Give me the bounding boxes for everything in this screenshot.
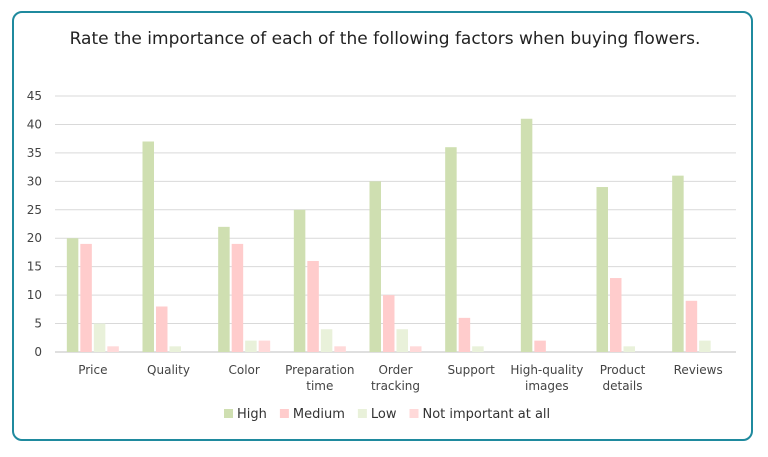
bar-low xyxy=(472,346,484,352)
x-category-label: Preparation xyxy=(285,363,354,377)
bar-low xyxy=(245,340,257,352)
bar-low xyxy=(396,329,408,352)
y-tick-label: 30 xyxy=(27,174,42,188)
bar-not-important-at-all xyxy=(107,346,119,352)
bar-high xyxy=(142,141,154,352)
x-category-label: High-quality xyxy=(510,363,583,377)
bar-not-important-at-all xyxy=(410,346,422,352)
x-category-label: time xyxy=(306,379,333,393)
legend-swatch xyxy=(224,409,233,418)
y-tick-label: 40 xyxy=(27,117,42,131)
bar-medium xyxy=(534,340,546,352)
bar-low xyxy=(623,346,635,352)
y-tick-label: 45 xyxy=(27,89,42,103)
bar-high xyxy=(218,226,230,352)
bar-medium xyxy=(610,278,622,352)
legend-swatch xyxy=(357,409,367,418)
bar-low xyxy=(699,340,711,352)
x-category-label: Order xyxy=(378,363,412,377)
legend-label: High xyxy=(237,407,267,422)
y-tick-label: 35 xyxy=(27,146,42,160)
bar-medium xyxy=(80,243,92,352)
bar-low xyxy=(320,329,333,352)
bar-medium xyxy=(458,317,471,352)
x-category-label: tracking xyxy=(371,379,420,393)
bar-medium xyxy=(156,306,168,352)
bar-not-important-at-all xyxy=(258,340,271,352)
bar-not-important-at-all xyxy=(334,346,346,352)
bar-high xyxy=(293,209,306,352)
y-tick-label: 10 xyxy=(27,288,42,302)
bar-high xyxy=(445,147,457,352)
bar-low xyxy=(169,346,181,352)
bar-medium xyxy=(383,295,395,352)
legend-label: Medium xyxy=(293,407,345,422)
bar-high xyxy=(369,181,381,352)
bar-medium xyxy=(231,243,244,352)
x-category-label: Color xyxy=(228,363,259,377)
x-category-label: Support xyxy=(447,363,495,377)
y-tick-label: 20 xyxy=(27,231,42,245)
bar-high xyxy=(520,118,533,352)
x-category-label: Reviews xyxy=(674,363,723,377)
y-tick-label: 5 xyxy=(34,317,42,331)
x-category-label: Quality xyxy=(147,363,190,377)
y-tick-label: 15 xyxy=(27,260,42,274)
bar-high xyxy=(672,175,684,352)
bar-high xyxy=(596,187,608,352)
chart-frame xyxy=(12,11,753,441)
bar-low xyxy=(93,323,106,352)
x-category-label: details xyxy=(603,379,643,393)
y-tick-label: 0 xyxy=(34,345,42,359)
chart-title: Rate the importance of each of the follo… xyxy=(69,29,701,49)
y-tick-label: 25 xyxy=(27,203,42,217)
legend-label: Low xyxy=(371,407,397,422)
x-category-label: Product xyxy=(600,363,646,377)
legend-label: Not important at all xyxy=(422,407,550,422)
legend-swatch xyxy=(279,409,289,418)
x-category-label: images xyxy=(525,379,569,393)
bar-medium xyxy=(685,300,698,352)
legend-swatch xyxy=(409,409,419,418)
bar-medium xyxy=(307,260,319,352)
bar-high xyxy=(66,238,79,352)
x-category-label: Price xyxy=(78,363,107,377)
